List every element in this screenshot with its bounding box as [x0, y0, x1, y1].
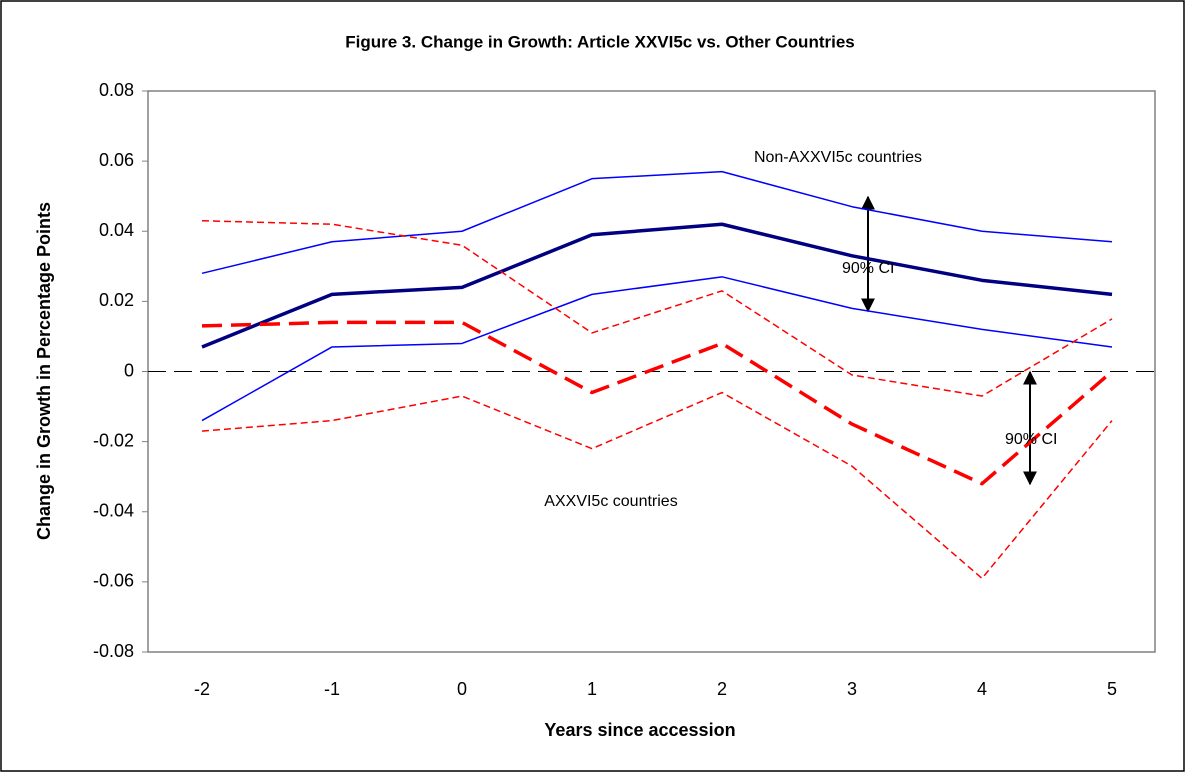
y-tick-label: -0.04 — [93, 501, 134, 521]
x-tick-label: 2 — [717, 679, 727, 699]
x-tick-label: 0 — [457, 679, 467, 699]
x-tick-label: -2 — [194, 679, 210, 699]
chart-title: Figure 3. Change in Growth: Article XXVI… — [345, 32, 854, 51]
y-tick-label: -0.06 — [93, 571, 134, 591]
y-tick-label: -0.08 — [93, 641, 134, 661]
y-tick-label: 0.02 — [99, 290, 134, 310]
annotation: 90% CI — [842, 260, 894, 277]
series-line — [201, 170, 1113, 275]
x-tick-label: 5 — [1107, 679, 1117, 699]
x-tick-label: 1 — [587, 679, 597, 699]
series-line — [201, 276, 1113, 422]
y-tick-label: 0 — [124, 360, 134, 380]
x-tick-label: 4 — [977, 679, 987, 699]
y-tick-label: 0.04 — [99, 220, 134, 240]
series-line — [201, 320, 1114, 486]
y-tick-label: 0.06 — [99, 150, 134, 170]
y-axis-label: Change in Growth in Percentage Points — [34, 202, 54, 540]
x-tick-label: 3 — [847, 679, 857, 699]
series-line — [201, 222, 1113, 349]
annotation: AXXVI5c countries — [544, 493, 677, 510]
x-tick-label: -1 — [324, 679, 340, 699]
y-tick-label: 0.08 — [99, 80, 134, 100]
series-line — [201, 219, 1113, 397]
annotation: 90% CI — [1005, 431, 1057, 448]
annotation: Non-AXXVI5c countries — [754, 149, 922, 166]
series-line — [201, 391, 1113, 580]
x-axis-label: Years since accession — [544, 720, 735, 740]
y-tick-label: -0.02 — [93, 430, 134, 450]
